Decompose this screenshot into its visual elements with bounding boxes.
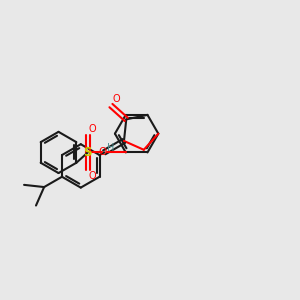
Text: H: H	[107, 142, 115, 153]
Text: O: O	[112, 94, 120, 104]
Text: O: O	[88, 171, 96, 181]
Text: O: O	[98, 147, 106, 157]
Text: S: S	[84, 146, 92, 159]
Text: O: O	[88, 124, 96, 134]
